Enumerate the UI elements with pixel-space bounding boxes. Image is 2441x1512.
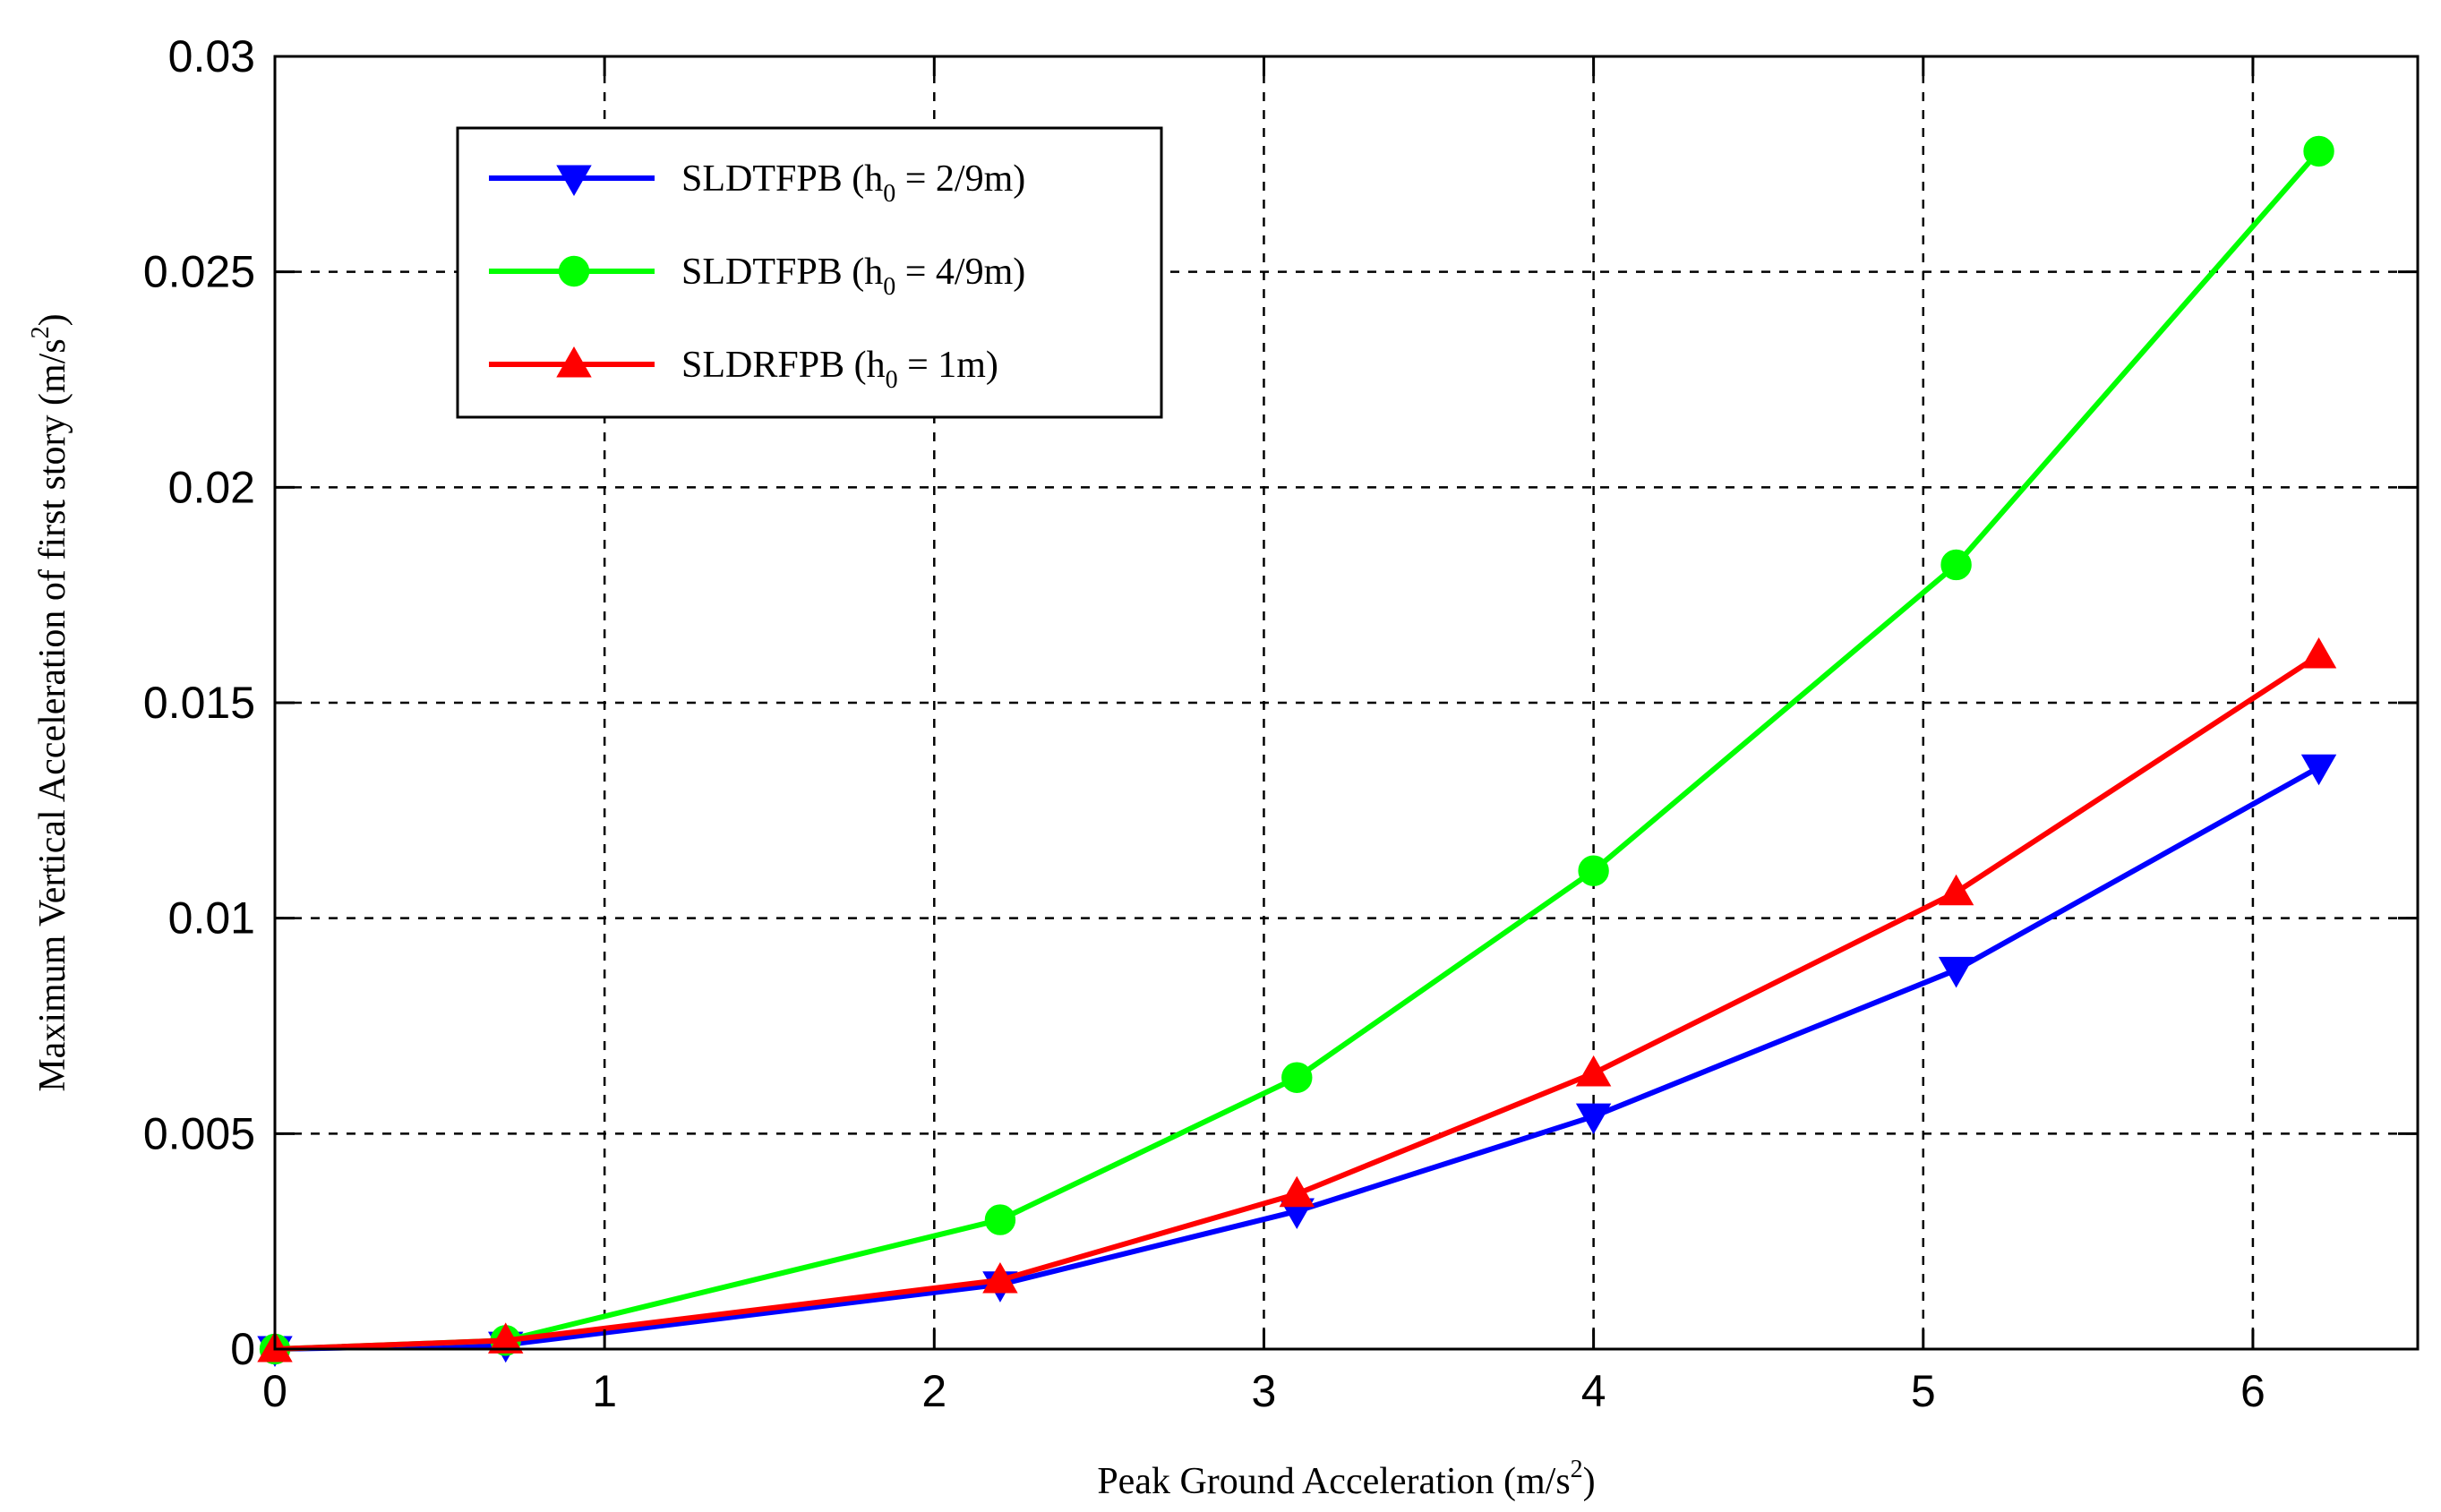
legend-swatch-marker — [556, 165, 592, 197]
y-tick-label: 0.005 — [143, 1108, 255, 1158]
data-point — [1940, 549, 1972, 581]
data-point — [1938, 956, 1974, 988]
data-point — [984, 1204, 1016, 1235]
data-point — [2303, 135, 2334, 167]
data-point — [1938, 874, 1974, 906]
x-tick-label: 3 — [1252, 1366, 1277, 1416]
legend-label: SLDTFPB (h0 = 4/9m) — [681, 252, 1025, 301]
legend-label: SLDRFPB (h0 = 1m) — [681, 345, 998, 394]
legend-entry: SLDTFPB (h0 = 2/9m) — [489, 158, 1025, 208]
data-point — [2300, 754, 2337, 786]
x-tick-label: 2 — [921, 1366, 946, 1416]
x-axis-label: Peak Ground Acceleration (m/s2) — [1097, 1456, 1595, 1502]
y-tick-label: 0.03 — [168, 31, 255, 81]
data-point — [487, 1322, 524, 1354]
data-point — [2300, 637, 2337, 669]
data-point — [1279, 1175, 1315, 1208]
series-layer — [257, 135, 2337, 1368]
data-point — [1578, 855, 1609, 886]
legend-entry: SLDTFPB (h0 = 4/9m) — [489, 252, 1025, 301]
y-tick-label: 0.025 — [143, 247, 255, 297]
y-tick-label: 0.015 — [143, 678, 255, 728]
y-axis-label: Maximum Vertical Acceleration of first s… — [27, 313, 73, 1091]
series-3 — [257, 637, 2337, 1363]
x-tick-label: 1 — [592, 1366, 617, 1416]
legend-label: SLDTFPB (h0 = 2/9m) — [681, 158, 1025, 208]
y-tick-label: 0 — [230, 1324, 255, 1374]
legend-swatch-marker — [558, 255, 590, 287]
y-tick-label: 0.01 — [168, 893, 255, 944]
data-point — [1575, 1103, 1612, 1135]
data-point — [1281, 1062, 1313, 1093]
ticks — [273, 55, 2418, 1351]
y-tick-label: 0.02 — [168, 462, 255, 512]
legend-entry: SLDRFPB (h0 = 1m) — [489, 345, 998, 394]
legend: SLDTFPB (h0 = 2/9m) SLDTFPB (h0 = 4/9m) SL… — [456, 126, 1163, 419]
x-tick-label: 6 — [2240, 1366, 2265, 1416]
data-point — [1575, 1055, 1612, 1087]
legend-swatch-marker — [556, 346, 592, 378]
data-point — [982, 1261, 1018, 1294]
x-tick-label: 0 — [262, 1366, 287, 1416]
x-tick-label: 5 — [1911, 1366, 1936, 1416]
tick-labels: 0 1 2 3 4 5 6 0 0.005 0.01 0.015 0.02 0.025 0.03 — [143, 31, 2265, 1416]
x-tick-label: 4 — [1581, 1366, 1606, 1416]
